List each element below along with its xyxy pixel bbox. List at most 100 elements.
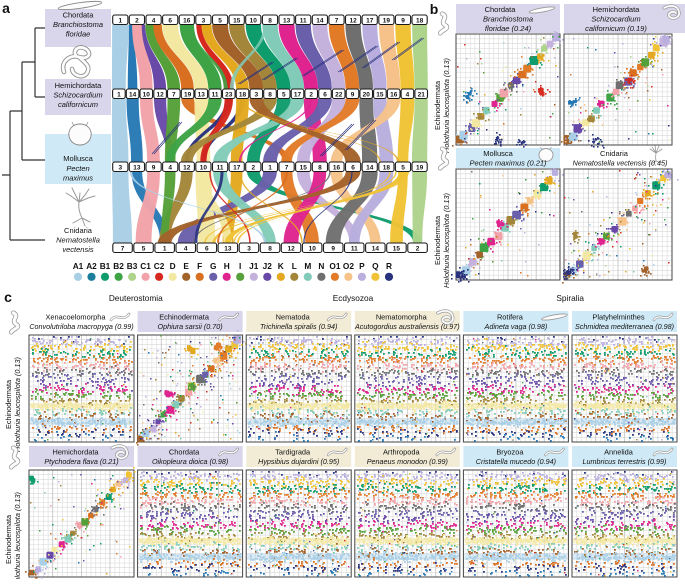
svg-text:Schmidtea mediterranea (0.98): Schmidtea mediterranea (0.98)	[575, 322, 674, 331]
svg-text:21: 21	[418, 91, 426, 98]
svg-text:Chordata: Chordata	[485, 5, 517, 14]
svg-text:M: M	[304, 261, 311, 271]
svg-text:19: 19	[416, 164, 424, 171]
svg-text:5: 5	[401, 164, 405, 171]
svg-text:13: 13	[224, 245, 232, 252]
svg-text:12: 12	[287, 245, 295, 252]
svg-text:B3: B3	[127, 261, 138, 271]
svg-text:Chordata: Chordata	[169, 448, 200, 457]
svg-text:D: D	[170, 261, 176, 271]
svg-text:Lumbricus terrestris (0.99): Lumbricus terrestris (0.99)	[583, 457, 667, 466]
svg-text:11: 11	[300, 17, 307, 24]
svg-text:20: 20	[363, 91, 371, 98]
svg-text:2: 2	[251, 164, 255, 171]
svg-text:2: 2	[416, 245, 420, 252]
svg-text:7: 7	[172, 91, 176, 98]
svg-text:14: 14	[129, 91, 137, 98]
svg-text:c: c	[4, 289, 12, 305]
svg-text:Nematostella: Nematostella	[56, 236, 100, 245]
svg-text:R: R	[386, 261, 392, 271]
svg-text:floridae (0.24): floridae (0.24)	[485, 24, 532, 33]
svg-text:18: 18	[416, 17, 424, 24]
svg-text:8: 8	[268, 245, 272, 252]
svg-text:Branchiostoma: Branchiostoma	[53, 20, 103, 29]
svg-text:9: 9	[401, 17, 405, 24]
svg-text:C2: C2	[154, 261, 165, 271]
svg-text:b: b	[430, 1, 439, 17]
svg-text:Acutogordius australiensis (0.: Acutogordius australiensis (0.97)	[354, 322, 460, 331]
svg-text:maximus: maximus	[63, 174, 93, 183]
svg-text:Platyhelminthes: Platyhelminthes	[592, 313, 644, 322]
svg-text:Cnidaria: Cnidaria	[64, 226, 93, 235]
svg-text:11: 11	[212, 91, 219, 98]
svg-text:O1: O1	[329, 261, 340, 271]
svg-text:16: 16	[183, 17, 191, 24]
svg-text:7: 7	[121, 245, 125, 252]
svg-text:floridae: floridae	[66, 30, 91, 39]
svg-text:Bryozoa: Bryozoa	[496, 448, 524, 457]
svg-text:12: 12	[349, 17, 357, 24]
svg-text:10: 10	[309, 245, 317, 252]
svg-text:vectensis: vectensis	[62, 245, 94, 254]
svg-text:14: 14	[366, 164, 374, 171]
svg-text:2: 2	[309, 91, 313, 98]
svg-text:19: 19	[383, 17, 391, 24]
svg-text:Echinodermata: Echinodermata	[159, 313, 210, 322]
svg-text:Tardigrada: Tardigrada	[275, 448, 311, 457]
svg-text:I: I	[239, 261, 241, 271]
svg-text:16: 16	[390, 91, 398, 98]
svg-text:5: 5	[142, 245, 146, 252]
svg-text:1: 1	[163, 245, 167, 252]
svg-text:6: 6	[323, 91, 327, 98]
svg-text:3: 3	[247, 245, 251, 252]
svg-text:N: N	[318, 261, 324, 271]
svg-text:1: 1	[118, 17, 122, 24]
svg-text:Q: Q	[372, 261, 379, 271]
svg-text:Ophiura sarsii (0.70): Ophiura sarsii (0.70)	[158, 322, 223, 331]
svg-text:4: 4	[152, 17, 156, 24]
svg-text:E: E	[183, 261, 189, 271]
svg-text:Cristatella mucedo (0.94): Cristatella mucedo (0.94)	[476, 457, 556, 466]
svg-text:9: 9	[152, 164, 156, 171]
svg-text:Ecdysozoa: Ecdysozoa	[333, 293, 374, 303]
svg-text:3: 3	[202, 17, 206, 24]
svg-text:Spiralia: Spiralia	[556, 293, 584, 303]
svg-text:Mollusca: Mollusca	[483, 149, 513, 158]
svg-text:A2: A2	[86, 261, 97, 271]
svg-text:a: a	[2, 0, 10, 16]
svg-text:Trichinella spiralis (0.94): Trichinella spiralis (0.94)	[260, 322, 337, 331]
svg-text:Nematostella vectensis (0.45): Nematostella vectensis (0.45)	[573, 159, 668, 168]
svg-text:Mollusca: Mollusca	[63, 154, 93, 163]
svg-text:6: 6	[351, 164, 355, 171]
svg-text:Oikopleura dioica (0.98): Oikopleura dioica (0.98)	[152, 457, 228, 466]
svg-text:18: 18	[383, 164, 391, 171]
svg-text:7: 7	[335, 17, 339, 24]
svg-text:3: 3	[118, 164, 122, 171]
svg-text:10: 10	[200, 164, 208, 171]
svg-text:B2: B2	[113, 261, 124, 271]
svg-text:Holothuria leucospilota (0.13): Holothuria leucospilota (0.13)	[442, 58, 451, 153]
svg-text:18: 18	[239, 91, 247, 98]
svg-text:P: P	[359, 261, 365, 271]
svg-text:10: 10	[250, 17, 258, 24]
svg-text:Holothuria leucospilota (0.13): Holothuria leucospilota (0.13)	[442, 193, 451, 288]
svg-text:17: 17	[366, 17, 374, 24]
svg-text:Xenacoelomorpha: Xenacoelomorpha	[46, 313, 107, 322]
svg-text:Holothuria leucospilota (0.13): Holothuria leucospilota (0.13)	[13, 492, 22, 579]
svg-text:H: H	[224, 261, 230, 271]
svg-text:1: 1	[117, 91, 121, 98]
svg-text:4: 4	[168, 164, 172, 171]
svg-text:Echinodermata: Echinodermata	[4, 379, 13, 429]
svg-text:4: 4	[184, 245, 188, 252]
svg-text:15: 15	[233, 17, 241, 24]
svg-text:J2: J2	[263, 261, 273, 271]
svg-text:Pecten: Pecten	[66, 164, 89, 173]
svg-text:Echinodermata: Echinodermata	[433, 80, 442, 130]
svg-text:5: 5	[218, 17, 222, 24]
svg-text:californicum (0.19): californicum (0.19)	[585, 24, 647, 33]
svg-text:14: 14	[372, 245, 380, 252]
svg-text:californicum: californicum	[58, 100, 98, 109]
svg-text:3: 3	[254, 91, 258, 98]
svg-text:Branchiostoma: Branchiostoma	[483, 15, 533, 24]
svg-text:Schizocardium: Schizocardium	[591, 15, 640, 24]
